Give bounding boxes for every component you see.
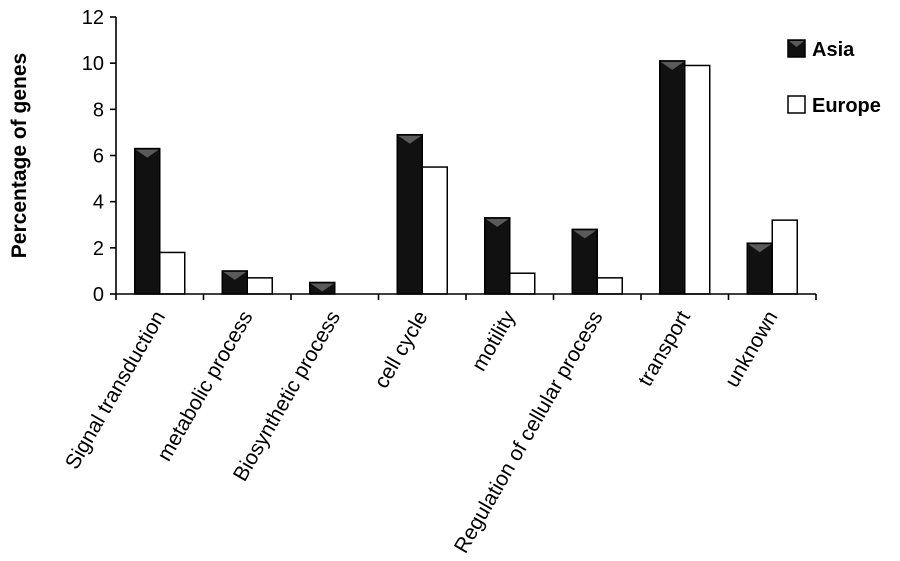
y-tick-label: 0 — [93, 284, 104, 306]
bar-asia-5 — [571, 228, 598, 295]
bar-bevel — [748, 244, 772, 253]
bar-europe-5 — [596, 277, 623, 295]
bar-europe-6 — [684, 64, 711, 295]
y-tick-label: 4 — [93, 192, 104, 214]
x-category-label: cell cycle — [370, 307, 433, 392]
x-category-label: Regulation of cellular process — [450, 307, 608, 556]
bar-bevel — [398, 135, 422, 144]
bar-asia-6 — [659, 60, 686, 295]
bars — [134, 60, 798, 295]
bar-europe-7 — [771, 219, 798, 295]
bar-bevel — [135, 149, 159, 158]
bar-europe-3 — [421, 166, 448, 295]
y-tick-label: 10 — [82, 53, 104, 75]
legend-bevel — [789, 41, 804, 47]
y-tick-label: 2 — [93, 238, 104, 260]
bar-europe-1 — [246, 277, 273, 295]
bar-bevel — [310, 283, 334, 292]
y-tick-label: 12 — [82, 7, 104, 29]
legend-label-asia: Asia — [812, 39, 855, 61]
x-category-label: unknown — [721, 307, 783, 391]
bar-europe-0 — [159, 251, 186, 295]
bar-asia-4 — [484, 217, 511, 295]
y-axis-label: Percentage of genes — [8, 53, 31, 258]
x-category-label: metabolic process — [153, 307, 258, 465]
bar-bevel — [573, 230, 597, 239]
bar-asia-3 — [396, 133, 423, 295]
legend-label-europe: Europe — [812, 95, 881, 117]
y-tick-label: 8 — [93, 99, 104, 121]
legend-swatch-asia — [787, 39, 806, 58]
x-category-label: Signal transduction — [61, 307, 170, 473]
y-tick-label: 6 — [93, 146, 104, 168]
bar-europe-4 — [509, 272, 536, 295]
x-category-label: motility — [467, 307, 520, 376]
bar-bevel — [660, 61, 684, 70]
bar-bevel — [485, 218, 509, 227]
legend: Asia Europe — [787, 39, 881, 117]
legend-swatch-europe — [787, 95, 806, 114]
bar-bevel — [223, 271, 247, 280]
y-axis: 0 2 4 6 8 10 12 — [82, 7, 117, 306]
bar-asia-0 — [134, 147, 161, 295]
x-category-label: transport — [634, 307, 695, 390]
